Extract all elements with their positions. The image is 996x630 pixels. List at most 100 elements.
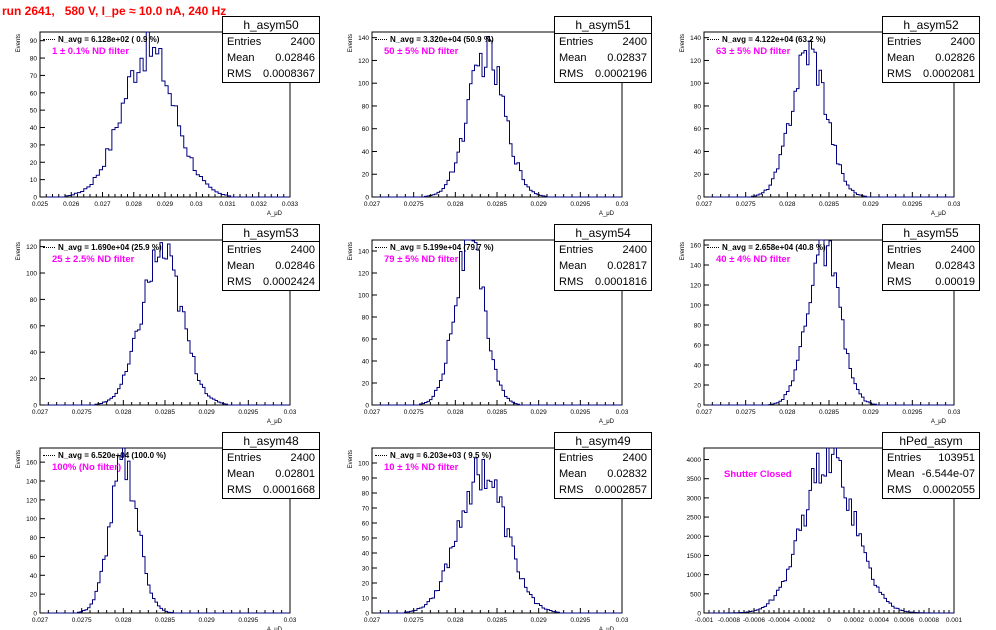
stats-row-rms: RMS 0.0001668 <box>223 482 319 498</box>
y-tick-label: 120 <box>690 58 701 65</box>
stats-value: 0.0002424 <box>263 276 315 288</box>
filter-note: Shutter Closed <box>724 469 792 480</box>
y-tick-label: 140 <box>358 249 369 256</box>
x-tick-label: 0.0275 <box>404 201 424 208</box>
y-axis-label: Events <box>348 34 354 52</box>
histogram-panel-p49: 0.027 0.0275 0.028 0.0285 0.029 0.0295 0.03 0 10… <box>332 430 662 630</box>
stats-label: RMS <box>227 68 252 80</box>
y-tick-label: 100 <box>358 461 369 468</box>
navg-label: N_avg = 4.122e+04 (63.2 %) <box>707 35 826 44</box>
stats-label: Mean <box>559 52 587 64</box>
x-tick-label: 0.0285 <box>819 409 839 416</box>
stats-label: Mean <box>227 468 255 480</box>
y-tick-label: 2500 <box>687 515 702 522</box>
y-tick-label: 20 <box>362 581 370 588</box>
y-tick-label: 120 <box>358 58 369 65</box>
stats-label: RMS <box>559 484 584 496</box>
stats-value: 0.02826 <box>935 52 975 64</box>
x-axis-label: A_μD <box>599 419 615 425</box>
stats-label: Mean <box>559 468 587 480</box>
y-tick-label: 60 <box>362 521 370 528</box>
x-tick-label: 0 <box>827 617 831 624</box>
y-axis-label: Events <box>680 34 686 52</box>
x-tick-label: 0.027 <box>32 409 49 416</box>
histogram-svg: 0.027 0.0275 0.028 0.0285 0.029 0.0295 0.03 0 20… <box>680 239 961 425</box>
stats-value: 2400 <box>950 244 975 256</box>
stats-label: RMS <box>887 276 912 288</box>
x-tick-label: 0.0006 <box>894 617 914 624</box>
stats-label: Entries <box>559 452 594 464</box>
x-tick-label: 0.0008 <box>919 617 939 624</box>
histogram-line <box>40 31 290 198</box>
y-tick-label: 100 <box>690 81 701 88</box>
y-axis-label: Events <box>348 450 354 468</box>
stats-box: h_asym54 Entries 2400 Mean 0.02817 RMS 0.00018… <box>554 224 652 291</box>
stats-box: h_asym48 Entries 2400 Mean 0.02801 RMS 0.00016… <box>222 432 320 499</box>
y-tick-label: 60 <box>30 323 38 330</box>
histogram-svg: 0.027 0.0275 0.028 0.0285 0.029 0.0295 0.03 0 20… <box>348 239 629 425</box>
x-tick-label: 0.027 <box>364 201 381 208</box>
stats-value: -6.544e-07 <box>921 468 975 480</box>
histogram-line <box>40 242 290 406</box>
histogram-panel-p48: 0.027 0.0275 0.028 0.0285 0.029 0.0295 0.03 0 20… <box>0 430 330 630</box>
y-tick-label: 0 <box>697 195 701 202</box>
x-tick-label: 0.0285 <box>819 201 839 208</box>
y-tick-label: 120 <box>690 283 701 290</box>
y-tick-label: 80 <box>362 491 370 498</box>
y-tick-label: 0 <box>365 403 369 410</box>
y-tick-label: 20 <box>30 376 38 383</box>
x-tick-label: 0.0295 <box>902 409 922 416</box>
histogram-panel-p55: 0.027 0.0275 0.028 0.0285 0.029 0.0295 0.03 0 20… <box>664 222 994 425</box>
y-tick-label: 1000 <box>687 572 702 579</box>
y-tick-label: 0 <box>33 195 37 202</box>
x-tick-label: -0.0008 <box>718 617 740 624</box>
stats-row-entries: Entries 2400 <box>223 242 319 258</box>
y-tick-label: 40 <box>362 359 370 366</box>
x-tick-label: 0.029 <box>199 409 216 416</box>
x-tick-label: 0.029 <box>863 409 880 416</box>
histogram-svg: 0.027 0.0275 0.028 0.0285 0.029 0.0295 0.03 0 20… <box>16 447 297 630</box>
stats-row-mean: Mean 0.02817 <box>555 258 651 274</box>
filter-note: 10 ± 1% ND filter <box>384 462 459 473</box>
y-tick-label: 0 <box>697 403 701 410</box>
dotted-line-marker <box>43 247 55 249</box>
stats-row-rms: RMS 0.0001816 <box>555 274 651 290</box>
stats-row-mean: Mean -6.544e-07 <box>883 466 979 482</box>
stats-label: Mean <box>887 468 915 480</box>
histogram-name: hPed_asym <box>883 433 979 450</box>
navg-label: N_avg = 6.520e+04 (100.0 %) <box>43 451 166 460</box>
y-tick-label: 40 <box>30 350 38 357</box>
stats-value: 0.00019 <box>935 276 975 288</box>
x-tick-label: 0.0295 <box>238 617 258 624</box>
stats-label: Entries <box>227 244 262 256</box>
navg-label: N_avg = 6.203e+03 ( 9.5 %) <box>375 451 491 460</box>
stats-value: 103951 <box>938 452 975 464</box>
x-tick-label: 0.0004 <box>869 617 889 624</box>
y-tick-label: 40 <box>30 573 38 580</box>
dotted-line-marker <box>375 39 387 41</box>
stats-value: 0.02846 <box>275 260 315 272</box>
x-tick-label: 0.0002 <box>844 617 864 624</box>
y-axis-label: Events <box>16 242 22 260</box>
x-tick-label: 0.028 <box>115 617 132 624</box>
y-tick-label: 140 <box>690 35 701 42</box>
stats-value: 0.02801 <box>275 468 315 480</box>
stats-box: hPed_asym Entries 103951 Mean -6.544e-07 RMS 0… <box>882 432 980 499</box>
stats-value: 0.02837 <box>607 52 647 64</box>
dotted-line-marker <box>707 247 719 249</box>
y-tick-label: 0 <box>33 403 37 410</box>
x-tick-label: 0.03 <box>616 409 629 416</box>
x-tick-label: 0.033 <box>282 201 299 208</box>
stats-label: Entries <box>887 244 922 256</box>
x-tick-label: 0.03 <box>284 409 297 416</box>
stats-value: 0.02846 <box>275 52 315 64</box>
histogram-svg: 0.027 0.0275 0.028 0.0285 0.029 0.0295 0.03 0 20… <box>680 31 961 217</box>
histogram-name: h_asym51 <box>555 17 651 34</box>
y-tick-label: 80 <box>362 315 370 322</box>
y-tick-label: 0 <box>365 611 369 618</box>
histogram-line <box>372 36 622 198</box>
y-tick-label: 140 <box>26 479 37 486</box>
x-tick-label: 0.027 <box>94 201 111 208</box>
stats-row-mean: Mean 0.02846 <box>223 50 319 66</box>
histogram-name: h_asym54 <box>555 225 651 242</box>
